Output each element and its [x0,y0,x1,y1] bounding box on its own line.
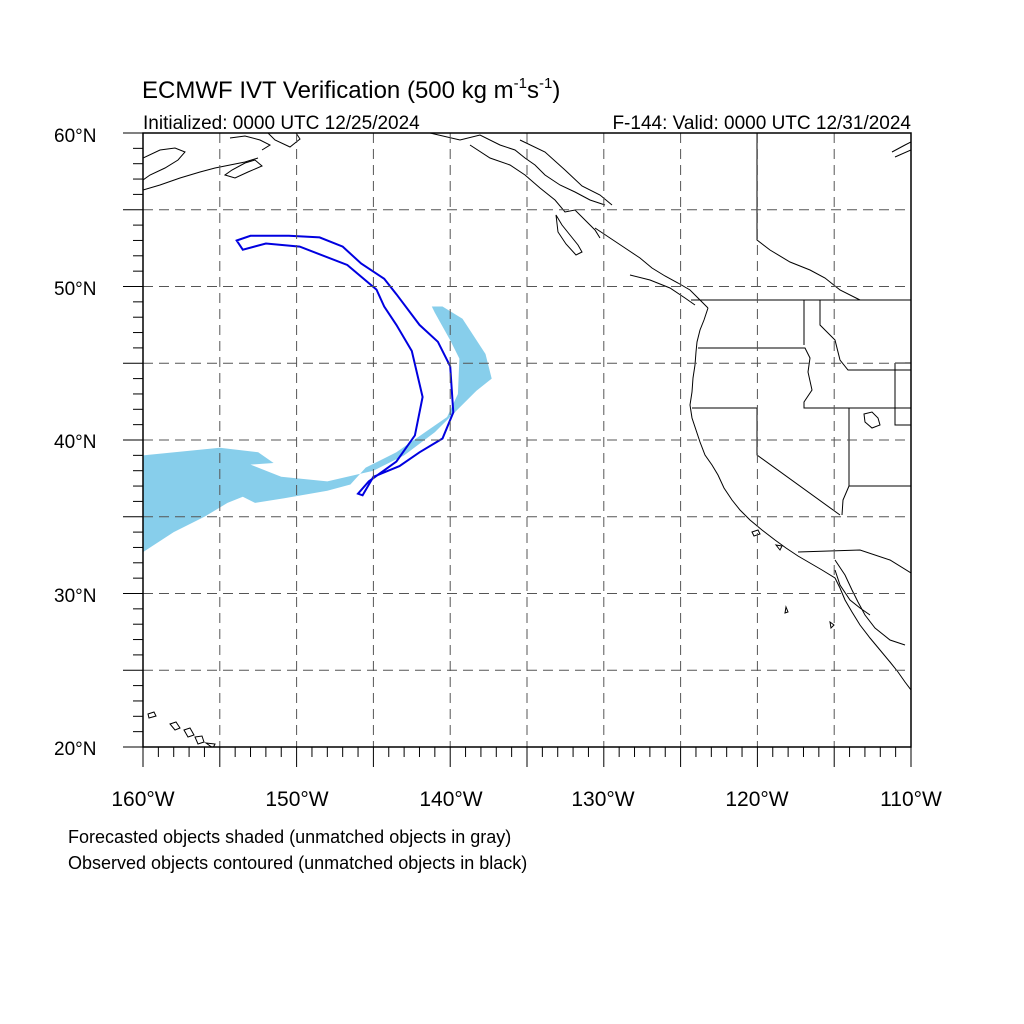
forecast-ivt-object [143,306,492,553]
observed-legend-note: Observed objects contoured (unmatched ob… [68,853,528,873]
observed-ivt-object [235,234,455,497]
initialized-time: Initialized: 0000 UTC 12/25/2024 [143,113,420,134]
lat-label-60: 60°N [54,126,96,147]
lat-label-30: 30°N [54,586,96,607]
plot-frame [142,132,912,748]
forecast-legend-note: Forecasted objects shaded (unmatched obj… [68,827,512,847]
lat-label-50: 50°N [54,279,96,300]
valid-time: F-144: Valid: 0000 UTC 12/31/2024 [612,113,911,134]
lat-label-20: 20°N [54,739,96,760]
lon-label-140w: 140°W [419,788,482,811]
lon-label-120w: 120°W [725,788,788,811]
lon-label-160w: 160°W [111,788,174,811]
axis-ticks [123,132,912,767]
lon-label-130w: 130°W [571,788,634,811]
lat-label-40: 40°N [54,432,96,453]
lat-lon-grid [143,133,911,747]
coastlines [143,133,911,747]
lon-label-150w: 150°W [265,788,328,811]
map-title: ECMWF IVT Verification (500 kg m-1s-1) [142,75,560,104]
lon-label-110w: 110°W [880,788,942,811]
